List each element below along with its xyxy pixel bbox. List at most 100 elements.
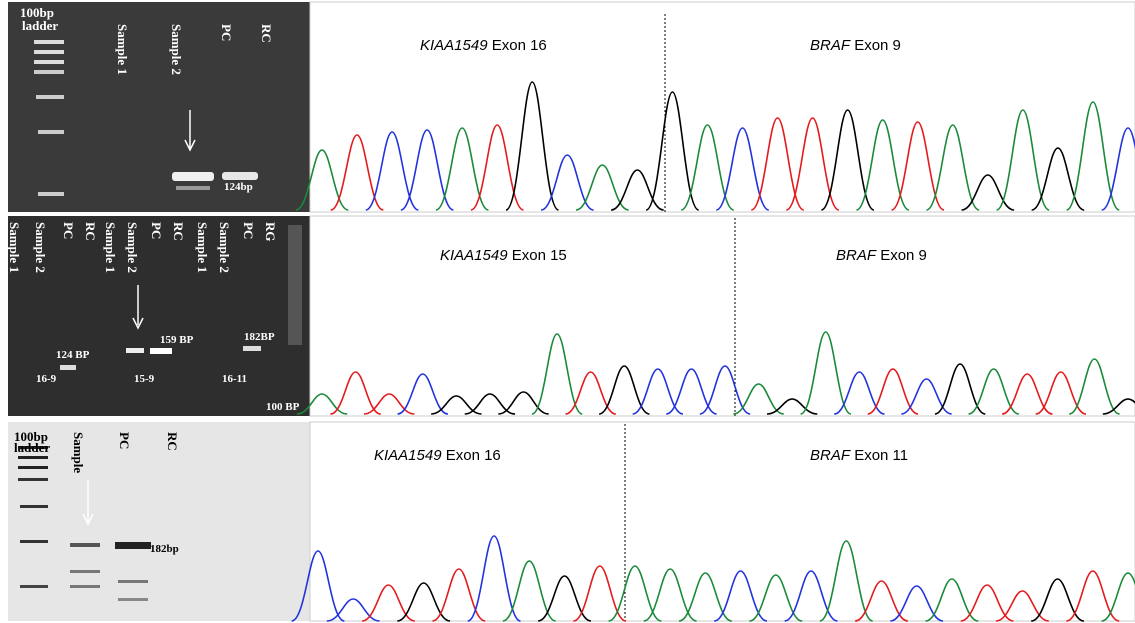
lane-label: PC: [149, 222, 164, 239]
trace-peak: [565, 371, 617, 415]
trace-peak: [665, 368, 717, 415]
gel-3: [8, 422, 310, 621]
lane-label: 100bp: [14, 429, 48, 444]
trace-peak: [467, 535, 521, 622]
chromatogram-label: BRAF Exon 9: [810, 37, 901, 54]
trace-peak: [1066, 101, 1120, 211]
lane-label: RC: [171, 222, 186, 241]
trace-peak: [1101, 127, 1135, 211]
band-label: 159 BP: [160, 334, 194, 346]
lane-label: RC: [165, 432, 180, 451]
trace-peak: [296, 393, 348, 415]
trace-peak: [1066, 570, 1120, 622]
trace-peak: [498, 391, 549, 415]
chromatogram-3: [309, 421, 1135, 622]
chromatogram-label: BRAF Exon 11: [810, 447, 908, 464]
trace-peak: [295, 149, 349, 211]
gel-2: [8, 216, 310, 416]
exon-name: Exon 16: [492, 37, 547, 54]
trace-peak: [1068, 358, 1120, 415]
exon-name: Exon 15: [512, 247, 567, 264]
trace-peak: [785, 117, 840, 211]
band-label: 16-11: [222, 373, 247, 385]
trace-peak: [961, 174, 1015, 211]
trace-peak: [750, 117, 805, 211]
trace-peak: [598, 365, 650, 415]
chromatogram-label: KIAA1549 Exon 15: [440, 247, 567, 264]
trace-peak: [330, 371, 382, 415]
trace-peak: [435, 127, 489, 211]
lane-label: Sample 1: [103, 222, 118, 273]
trace-peak: [645, 91, 700, 211]
lane-label: RC: [259, 24, 274, 43]
trace-peak: [819, 540, 874, 622]
exon-name: Exon 16: [446, 447, 501, 464]
trace-peak: [891, 121, 945, 211]
lane-label: Sample: [71, 432, 86, 473]
exon-name: Exon 9: [880, 247, 927, 264]
exon-name: Exon 9: [854, 37, 901, 54]
lane-label: Sample 1: [7, 222, 22, 273]
lane-label: Sample 1: [195, 222, 210, 273]
chromatogram-2: [309, 215, 1135, 417]
trace-peak: [820, 109, 875, 211]
gel-1: [8, 2, 310, 212]
trace-peak: [699, 365, 751, 415]
lane-label: 100bp: [20, 5, 54, 20]
trace-peak: [330, 134, 384, 211]
lane-label: RC: [83, 222, 98, 241]
trace-peak: [925, 578, 979, 622]
trace-peak: [632, 368, 684, 415]
gene-name: BRAF: [836, 247, 877, 264]
trace-peak: [856, 119, 910, 211]
trace-peak: [464, 393, 516, 415]
band-label: 16-9: [36, 373, 57, 385]
trace-peak: [608, 565, 662, 622]
gene-name: BRAF: [810, 37, 851, 54]
band-label: 124bp: [224, 181, 253, 193]
gene-name: KIAA1549: [374, 447, 442, 464]
trace-peak: [926, 124, 980, 211]
trace-peak: [766, 398, 818, 415]
lane-label: PC: [219, 24, 234, 41]
trace-peak: [1101, 572, 1135, 622]
band-label: 182bp: [150, 543, 179, 555]
trace-peak: [291, 550, 345, 622]
lane-label: Sample 1: [115, 24, 130, 75]
lane-label: PC: [241, 222, 256, 239]
trace-peak: [610, 169, 664, 211]
trace-peak: [643, 568, 697, 622]
band-label: 100 BP: [266, 401, 300, 413]
trace-peak: [1001, 373, 1053, 415]
lane-label: RG: [263, 222, 278, 242]
trace-peak: [960, 584, 1014, 622]
trace-peak: [713, 570, 768, 622]
trace-peak: [833, 371, 885, 415]
chromatogram-label: KIAA1549 Exon 16: [374, 447, 501, 464]
trace-peak: [934, 363, 986, 415]
trace-peak: [505, 81, 559, 211]
gel-bands: [18, 40, 302, 601]
trace-peak: [1030, 578, 1085, 622]
lane-label: ladder: [22, 18, 58, 33]
lane-label: Sample 2: [217, 222, 232, 273]
trace-peak: [537, 575, 592, 622]
band-label: 124 BP: [56, 349, 90, 361]
lane-label: PC: [61, 222, 76, 239]
exon-name: Exon 11: [854, 447, 908, 464]
trace-peak: [715, 127, 770, 211]
trace-peak: [678, 572, 733, 622]
trace-peak: [502, 560, 557, 622]
trace-peak: [1102, 398, 1135, 415]
lane-label: PC: [117, 432, 132, 449]
band-label: 182BP: [244, 331, 275, 343]
peaks: [291, 81, 1135, 622]
chromatogram-1: [309, 1, 1135, 213]
trace-peak: [996, 109, 1050, 211]
lane-label: Sample 2: [169, 24, 184, 75]
gene-name: BRAF: [810, 447, 851, 464]
trace-peak: [573, 565, 627, 622]
trace-peak: [867, 368, 919, 415]
trace-peak: [575, 164, 629, 211]
